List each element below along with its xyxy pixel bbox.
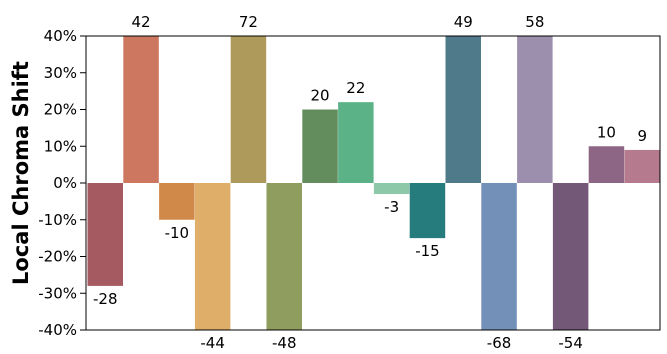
y-tick-label-7: 30%: [44, 64, 77, 82]
bar-3: [194, 183, 231, 330]
bar-1: [123, 36, 159, 183]
bar-7: [338, 102, 374, 183]
bar-value-label-15: 9: [637, 127, 647, 145]
bar-value-label-1: 42: [132, 13, 151, 31]
y-axis: -40% -30% -20% -10% 0% 10% 20% 30% 40%: [38, 27, 86, 339]
bar-value-label-9: -15: [415, 242, 440, 260]
bar-8: [373, 183, 410, 195]
bar-value-label-13: -54: [558, 334, 583, 352]
y-tick-label-5: 10%: [44, 137, 77, 155]
bar-14: [588, 146, 625, 183]
bar-4: [230, 36, 267, 183]
bar-6: [302, 109, 338, 183]
bar-value-label-12: 58: [525, 13, 544, 31]
y-tick-label-0: -40%: [38, 321, 77, 339]
data-labels-group: -28 42 -10 -44 72 -48 20 22 -3 -15 49 -68 58 -54 10 9: [93, 13, 647, 352]
bar-10: [445, 36, 481, 183]
bar-11: [481, 183, 517, 330]
y-axis-label: Local Chroma Shift: [9, 61, 33, 285]
bar-value-label-5: -48: [272, 334, 297, 352]
bar-value-label-14: 10: [597, 123, 616, 141]
y-tick-label-3: -10%: [38, 211, 77, 229]
bar-15: [624, 149, 660, 183]
bar-9: [409, 183, 446, 239]
y-tick-label-2: -20%: [38, 248, 77, 266]
bar-value-label-7: 22: [346, 79, 365, 97]
y-tick-label-8: 40%: [44, 27, 77, 45]
bar-value-label-6: 20: [311, 87, 330, 105]
bar-value-label-3: -44: [200, 334, 225, 352]
bar-value-label-8: -3: [384, 198, 399, 216]
y-tick-label-1: -30%: [38, 284, 77, 302]
bar-value-label-11: -68: [487, 334, 512, 352]
bar-value-label-4: 72: [239, 13, 258, 31]
bar-value-label-2: -10: [165, 224, 190, 242]
y-tick-label-6: 20%: [44, 101, 77, 119]
bar-value-label-0: -28: [93, 290, 118, 308]
bar-2: [159, 183, 195, 220]
bar-12: [517, 36, 553, 183]
bar-value-label-10: 49: [454, 13, 473, 31]
bars-group: [87, 36, 660, 330]
y-tick-label-4: 0%: [53, 174, 77, 192]
bar-13: [552, 183, 589, 330]
bar-5: [266, 183, 302, 330]
bar-0: [87, 183, 123, 286]
